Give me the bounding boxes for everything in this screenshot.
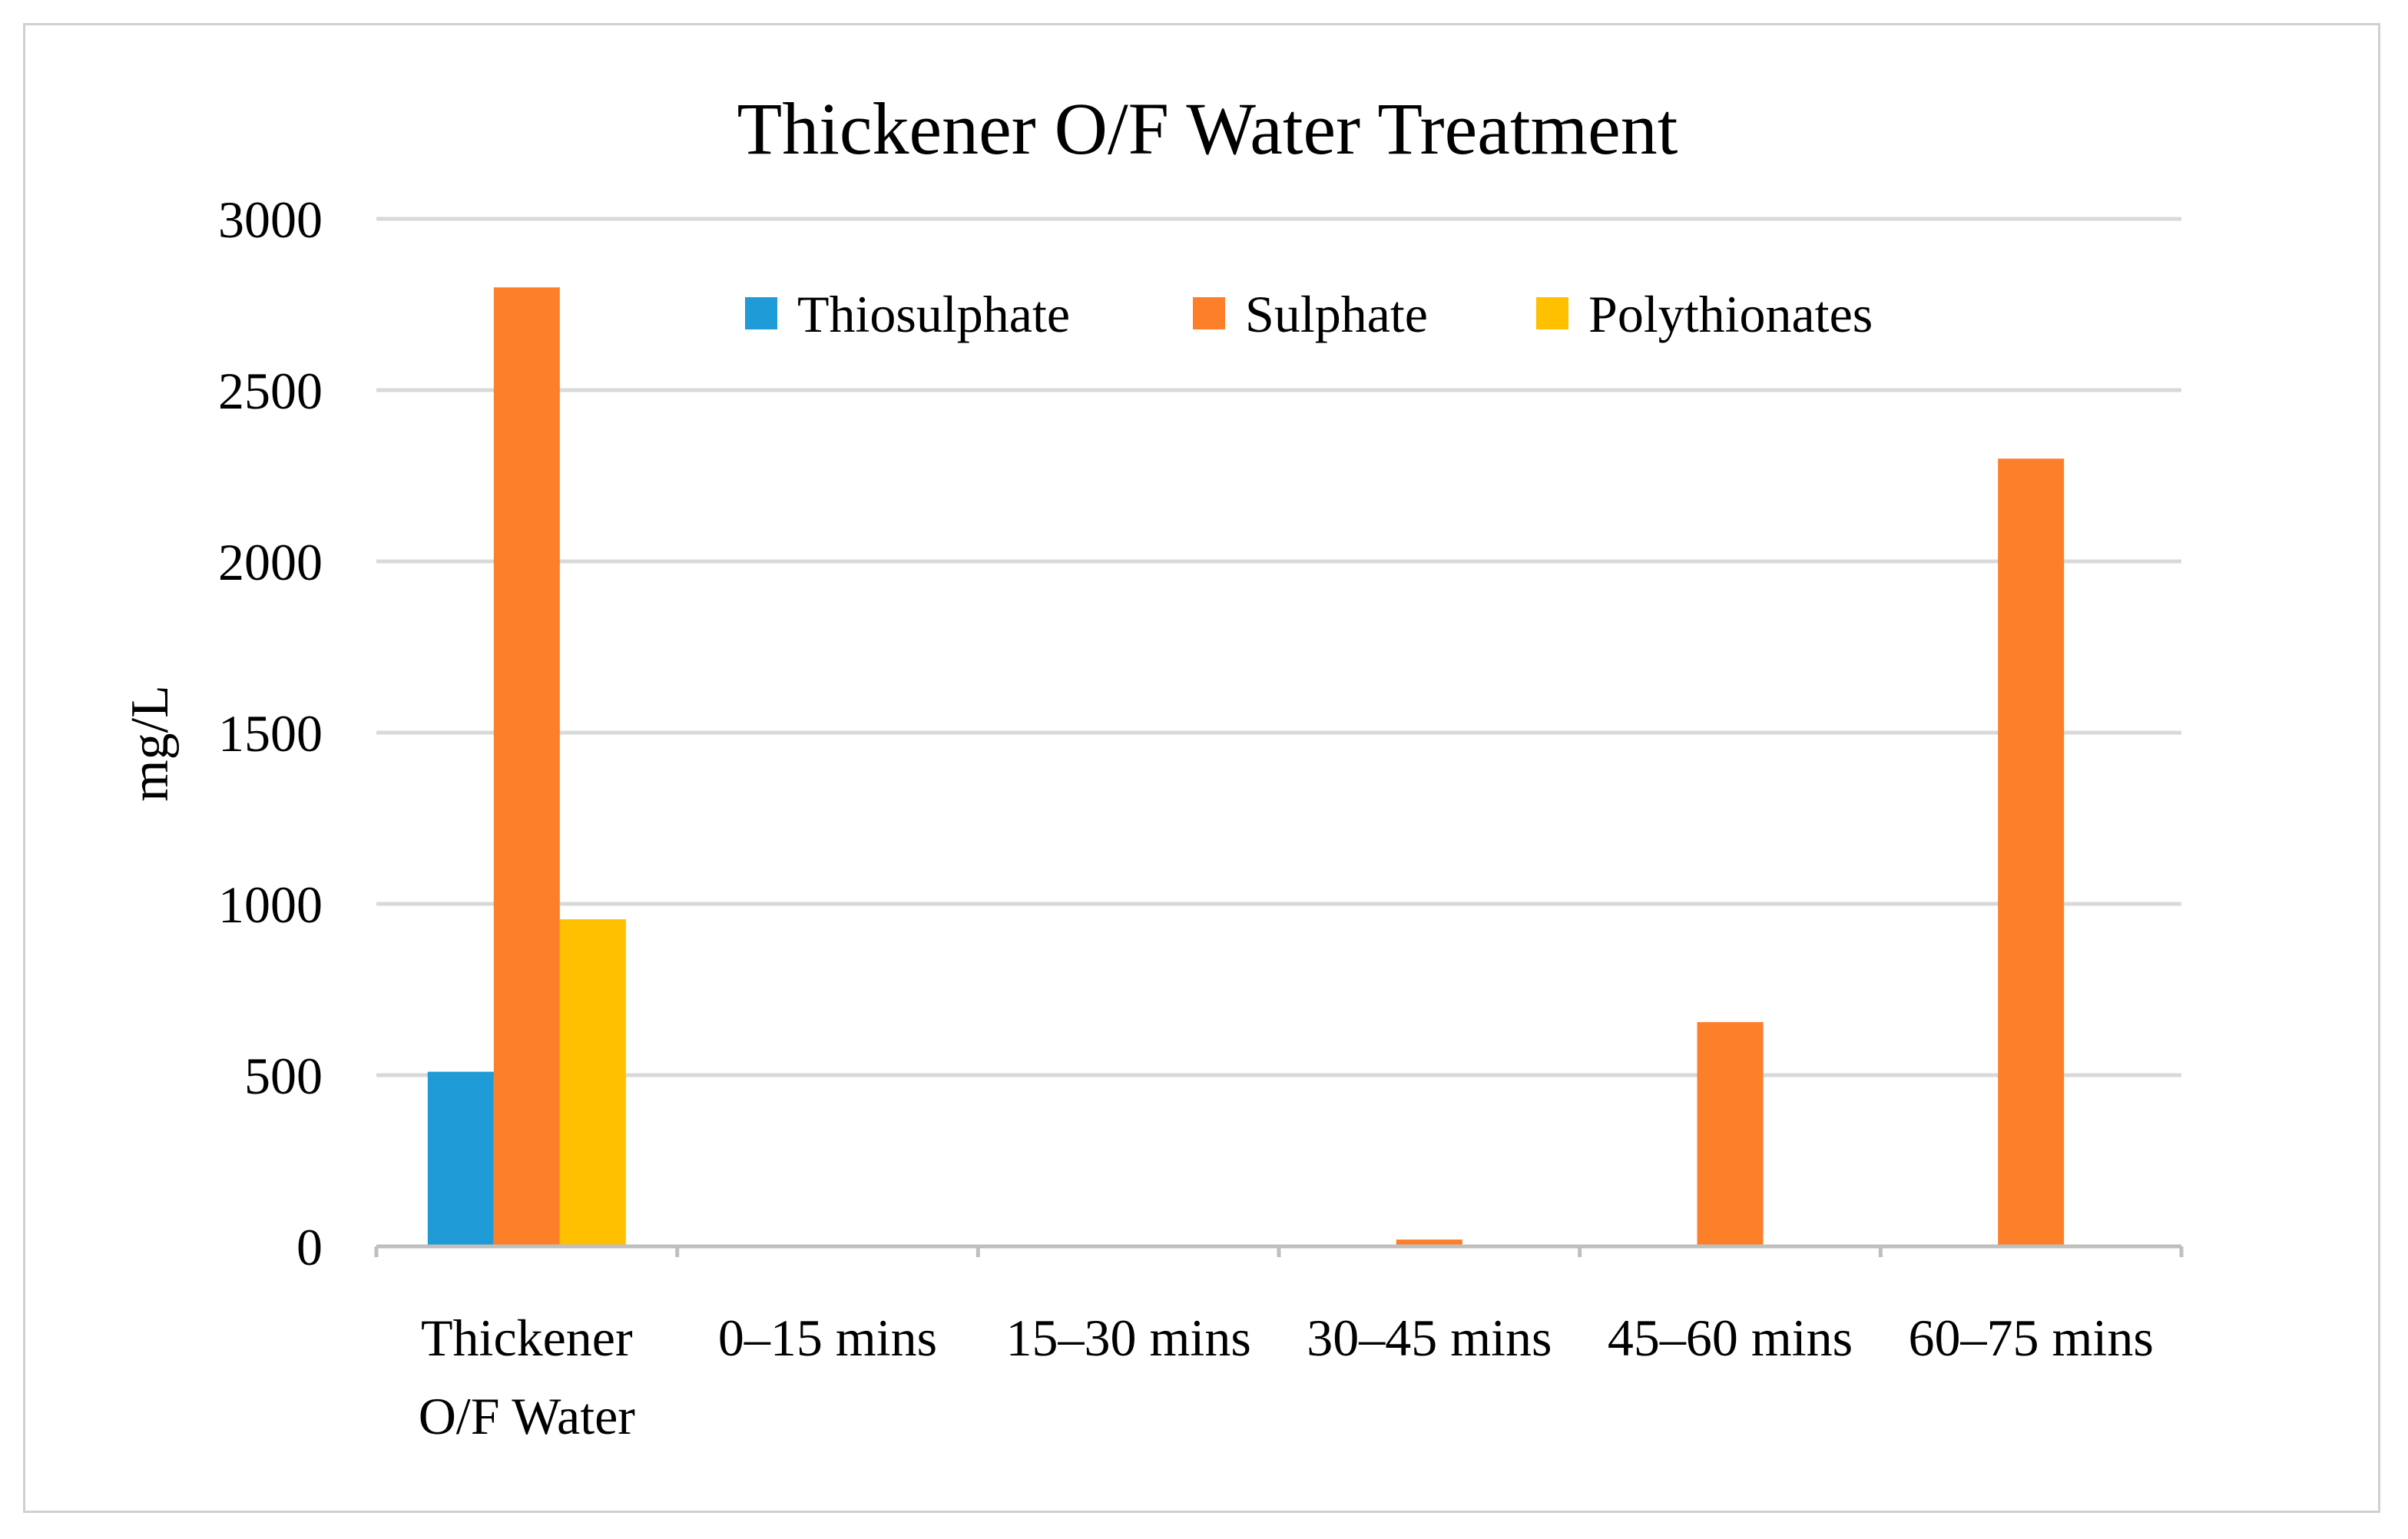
y-tick-label: 2000 xyxy=(218,533,323,591)
y-tick-label: 1000 xyxy=(218,875,323,934)
legend-swatch xyxy=(1536,297,1568,329)
bar-thiosulphate-0 xyxy=(427,1071,494,1246)
legend-item-polythionates: Polythionates xyxy=(1536,285,1873,343)
legend-swatch xyxy=(745,297,777,329)
bar-sulphate-3 xyxy=(1396,1239,1462,1246)
x-axis xyxy=(374,1244,2184,1257)
legend-swatch xyxy=(1193,297,1225,329)
bar-sulphate-5 xyxy=(1998,458,2065,1247)
chart-frame xyxy=(23,23,2380,1513)
bar-sulphate-0 xyxy=(493,287,560,1247)
x-tick-label: 0–15 mins xyxy=(718,1309,937,1367)
bars xyxy=(427,287,2065,1247)
x-tick-label: 45–60 mins xyxy=(1608,1309,1853,1367)
x-tick-label: O/F Water xyxy=(419,1387,636,1445)
x-tick-label: 30–45 mins xyxy=(1307,1309,1552,1367)
legend-label: Sulphate xyxy=(1245,285,1428,343)
chart-title: Thickener O/F Water Treatment xyxy=(737,88,1678,170)
legend-label: Polythionates xyxy=(1588,285,1873,343)
x-tick-label: 60–75 mins xyxy=(1909,1309,2154,1367)
legend-item-sulphate: Sulphate xyxy=(1193,285,1428,343)
y-tick-label: 0 xyxy=(296,1218,323,1276)
y-tick-label: 1500 xyxy=(218,704,323,763)
legend-label: Thiosulphate xyxy=(797,285,1070,343)
y-tick-label: 2500 xyxy=(218,362,323,420)
y-tick-label: 3000 xyxy=(218,190,323,249)
bar-sulphate-4 xyxy=(1697,1021,1764,1246)
y-tick-label: 500 xyxy=(244,1047,323,1105)
x-tick-label: 15–30 mins xyxy=(1006,1309,1251,1367)
legend: Thiosulphate Sulphate Polythionates xyxy=(745,285,1873,343)
y-axis-label: mg/L xyxy=(121,685,180,802)
y-axis-ticks: 0 500 1000 1500 2000 2500 3000 xyxy=(218,190,323,1276)
gridlines xyxy=(376,217,2181,1077)
x-axis-tick-labels: Thickener O/F Water 0–15 mins 15–30 mins 30–… xyxy=(419,1309,2154,1445)
x-tick-label: Thickener xyxy=(421,1309,633,1367)
bar-polythionates-0 xyxy=(559,919,626,1246)
legend-item-thiosulphate: Thiosulphate xyxy=(745,285,1070,343)
